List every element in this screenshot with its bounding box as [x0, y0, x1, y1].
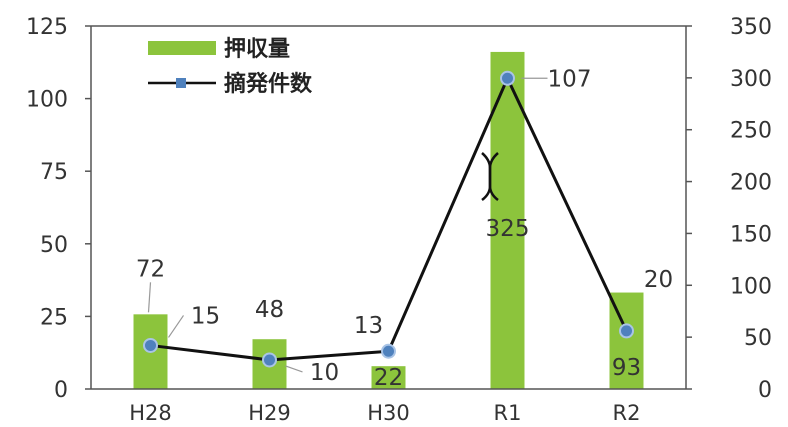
right-tick-label: 150	[730, 222, 772, 247]
leader-line	[168, 315, 184, 338]
line-point	[381, 343, 396, 359]
category-label: H29	[248, 401, 291, 425]
line-value-label: 13	[354, 313, 383, 339]
left-tick-label: 75	[40, 160, 68, 185]
category-label: H28	[129, 401, 172, 425]
line-point	[500, 70, 515, 86]
right-tick-label: 350	[730, 15, 772, 40]
legend-swatch-marker	[176, 78, 186, 88]
right-tick-label: 0	[758, 378, 772, 403]
bar-value-label: 48	[255, 297, 284, 323]
right-tick-label: 100	[730, 274, 772, 299]
right-tick-label: 250	[730, 119, 772, 144]
leader-line	[147, 282, 152, 313]
axes-group	[90, 25, 687, 390]
leader-line	[285, 365, 303, 373]
right-tick-labels: 0 50 100 150 200 250 300 350	[686, 15, 772, 403]
data-labels: 72 48 22 325 93 15 10 13 107 20	[136, 66, 673, 391]
right-tick-label: 50	[744, 326, 772, 351]
line-series-group	[143, 70, 634, 368]
left-tick-label: 100	[26, 88, 68, 113]
line-value-label: 15	[191, 303, 220, 329]
bar	[371, 366, 406, 389]
left-tick-label: 50	[40, 233, 68, 258]
category-label: H30	[367, 401, 410, 425]
line-point	[262, 352, 277, 368]
legend-label-bar: 押収量	[224, 36, 290, 62]
legend: 押収量 摘発件数	[148, 36, 313, 97]
bar	[490, 51, 525, 390]
line-value-label: 20	[644, 267, 673, 293]
bar-value-label: 325	[486, 216, 530, 242]
category-labels: H28 H29 H30 R1 R2	[129, 401, 640, 425]
bar-value-label: 22	[374, 365, 403, 391]
bars-group	[133, 51, 644, 390]
right-tick-label: 200	[730, 171, 772, 196]
left-tick-labels: 0 25 50 75 100 125	[26, 15, 91, 403]
text-cursor-icon	[481, 152, 499, 201]
legend-label-line: 摘発件数	[224, 71, 313, 97]
left-tick-label: 25	[40, 305, 68, 330]
left-tick-label: 0	[54, 378, 68, 403]
line-series	[150, 74, 628, 362]
left-tick-label: 125	[26, 15, 68, 40]
bar-value-label: 93	[612, 355, 641, 381]
line-value-label: 10	[310, 360, 339, 386]
category-label: R2	[613, 401, 641, 425]
legend-swatch-bar	[148, 41, 216, 55]
line-value-label: 107	[548, 66, 592, 92]
line-point	[619, 323, 634, 339]
right-tick-label: 300	[730, 67, 772, 92]
bar-value-label: 72	[136, 256, 165, 282]
line-point	[143, 337, 158, 353]
category-label: R1	[494, 401, 522, 425]
